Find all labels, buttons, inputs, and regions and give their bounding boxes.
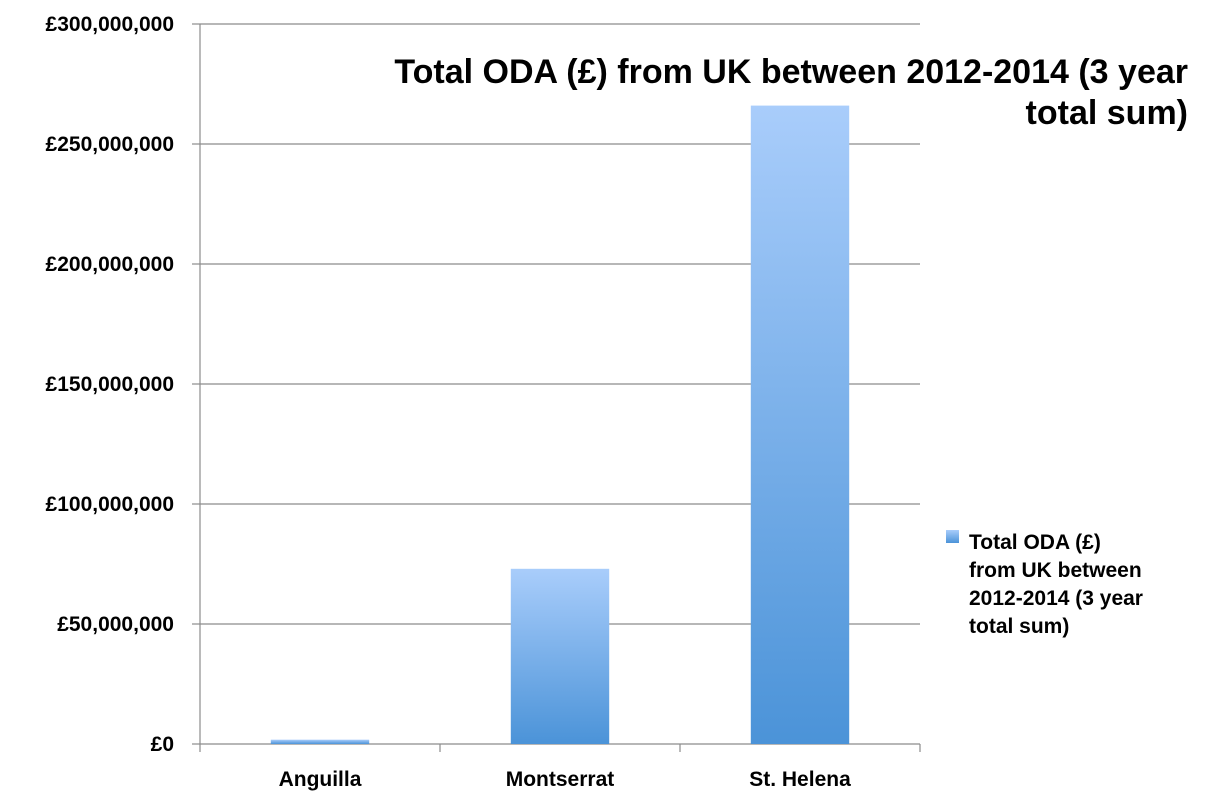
bar-st-helena [750, 105, 850, 745]
y-tick-label: £250,000,000 [46, 133, 174, 156]
y-tick-label: £100,000,000 [46, 493, 174, 516]
y-tick-label: £50,000,000 [57, 613, 174, 636]
legend: Total ODA (£) from UK between 2012-2014 (3… [946, 530, 1143, 638]
bar-anguilla [270, 739, 370, 744]
legend-label-line: total sum) [969, 615, 1069, 638]
chart-title-line: total sum) [1026, 94, 1188, 132]
bars [270, 105, 850, 745]
y-tick-labels: £0 £50,000,000 £100,000,000 £150,000,000 £20… [46, 13, 174, 756]
legend-swatch [946, 530, 959, 543]
legend-label-line: from UK between [969, 559, 1142, 582]
chart-title-line: Total ODA (£) from UK between 2012-2014 … [394, 53, 1188, 91]
chart-title: Total ODA (£) from UK between 2012-2014 … [394, 53, 1188, 132]
x-tick-label: St. Helena [749, 768, 851, 791]
legend-label-line: 2012-2014 (3 year [969, 587, 1143, 610]
x-tick-labels: Anguilla Montserrat St. Helena [279, 768, 852, 791]
x-tick-label: Montserrat [506, 768, 615, 791]
y-tick-label: £200,000,000 [46, 253, 174, 276]
y-tick-label: £150,000,000 [46, 373, 174, 396]
legend-label-line: Total ODA (£) [969, 531, 1101, 554]
bar-montserrat [510, 568, 610, 744]
y-tick-label: £300,000,000 [46, 13, 174, 36]
x-tick-label: Anguilla [279, 768, 362, 791]
y-tick-label: £0 [151, 733, 174, 756]
